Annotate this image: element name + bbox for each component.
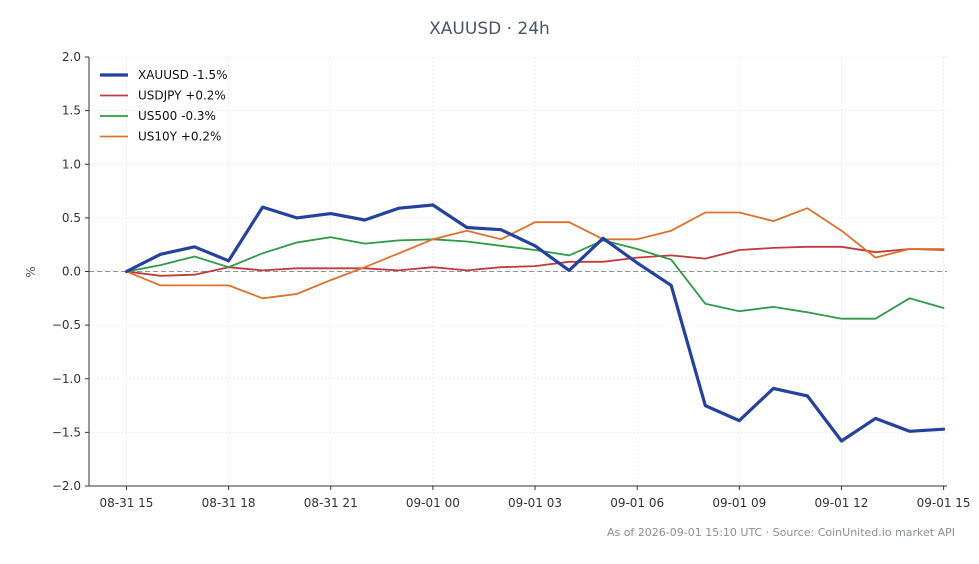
series-line-us10y xyxy=(125,207,945,300)
legend-label-us500: US500 -0.3% xyxy=(138,109,216,123)
series-line-xauusd xyxy=(124,203,946,443)
x-tick-label: 09-01 06 xyxy=(610,496,664,510)
x-tick-label: 09-01 09 xyxy=(712,496,766,510)
legend-label-usdjpy: USDJPY +0.2% xyxy=(138,89,226,103)
series-line-usdjpy xyxy=(125,245,945,277)
y-tick-label: −0.5 xyxy=(52,318,81,332)
footer-source: As of 2026-09-01 15:10 UTC · Source: Coi… xyxy=(606,526,955,539)
y-tick-label: 1.5 xyxy=(62,104,81,118)
y-tick-label: −1.0 xyxy=(52,372,81,386)
y-tick-label: −1.5 xyxy=(52,425,81,439)
series-line-us500 xyxy=(125,236,945,320)
legend: XAUUSD -1.5% USDJPY +0.2% US500 -0.3% US10Y… xyxy=(100,68,227,144)
legend-label-us10y: US10Y +0.2% xyxy=(138,130,221,144)
x-tick-label: 08-31 15 xyxy=(99,496,153,510)
grid-lines xyxy=(89,56,947,487)
x-tick-label: 08-31 21 xyxy=(304,496,358,510)
y-tick-label: 0.0 xyxy=(62,265,81,279)
x-tick-label: 09-01 00 xyxy=(406,496,460,510)
axes: 2.0 1.5 1.0 0.5 0.0 −0.5 −1.0 −1.5 −2.0 08-31 15 0… xyxy=(52,50,971,510)
y-tick-label: 1.0 xyxy=(62,157,81,171)
x-tick-label: 09-01 15 xyxy=(917,496,971,510)
x-tick-label: 09-01 12 xyxy=(814,496,868,510)
legend-label-xauusd: XAUUSD -1.5% xyxy=(138,68,227,82)
y-axis-label: % xyxy=(24,266,38,277)
chart-title: XAUUSD · 24h xyxy=(429,19,550,39)
y-tick-label: 0.5 xyxy=(62,211,81,225)
y-tick-label: 2.0 xyxy=(62,50,81,64)
x-tick-label: 09-01 03 xyxy=(508,496,562,510)
y-tick-label: −2.0 xyxy=(52,479,81,493)
x-tick-label: 08-31 18 xyxy=(202,496,256,510)
series-lines xyxy=(124,203,946,443)
